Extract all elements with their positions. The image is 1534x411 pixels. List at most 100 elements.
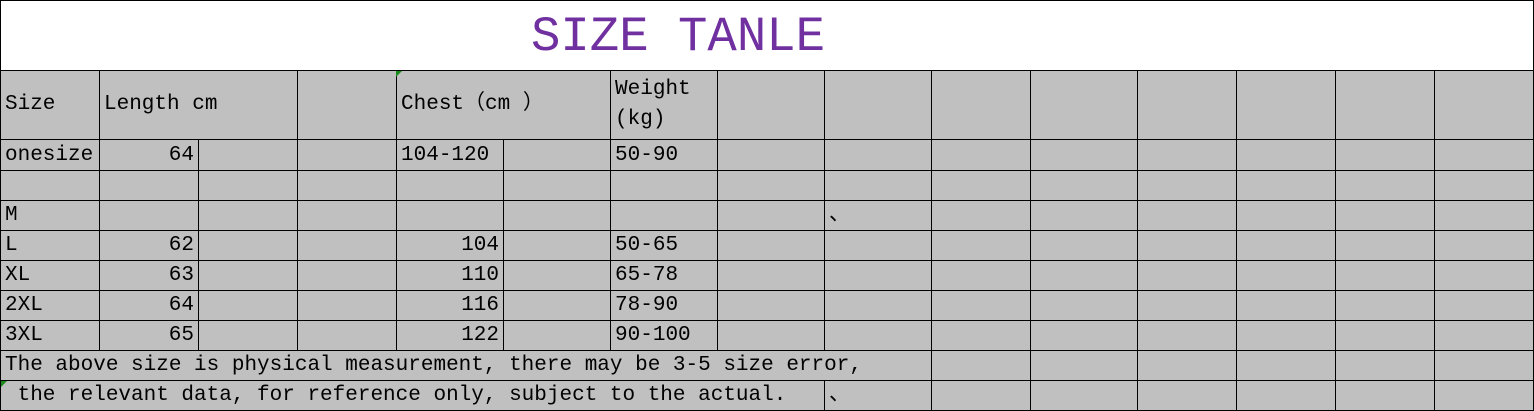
page-title: SIZE TANLE — [531, 9, 826, 65]
empty-cell — [931, 170, 1032, 201]
empty-cell — [1137, 170, 1238, 201]
empty-cell — [1434, 260, 1534, 291]
empty-cell — [1335, 380, 1436, 411]
length-cell: 64 — [99, 139, 199, 171]
empty-cell — [1434, 70, 1534, 140]
empty-cell — [1434, 290, 1534, 321]
extra-mark-cell: 、 — [824, 380, 933, 411]
empty-cell — [197, 139, 299, 171]
chest-cell — [396, 170, 505, 201]
empty-cell — [297, 260, 398, 291]
size-cell: 3XL — [0, 320, 100, 351]
size-cell: XL — [0, 260, 100, 291]
empty-cell — [1434, 170, 1534, 201]
header-row: Size Length cm Chest（cm ） Weight (kg) — [0, 70, 1534, 140]
empty-cell — [1335, 320, 1436, 351]
table-row: onesize 64 104-120 50-90 — [0, 139, 1534, 171]
empty-cell — [1137, 290, 1238, 321]
header-size: Size — [0, 70, 100, 140]
table-row: M、 — [0, 200, 1534, 231]
size-cell: M — [0, 200, 100, 231]
empty-cell — [931, 139, 1032, 171]
weight-cell — [610, 170, 719, 201]
empty-cell — [1030, 170, 1139, 201]
length-cell: 64 — [99, 290, 199, 321]
empty-cell — [717, 320, 826, 351]
empty-cell — [1335, 290, 1436, 321]
table-row: L 62 104 50-65 — [0, 230, 1534, 261]
empty-cell — [1236, 170, 1337, 201]
empty-cell — [503, 260, 612, 291]
empty-cell — [1030, 320, 1139, 351]
table-row — [0, 170, 1534, 201]
empty-cell — [297, 290, 398, 321]
chest-cell: 110 — [396, 260, 505, 291]
empty-cell — [1030, 380, 1139, 411]
empty-cell — [1137, 200, 1238, 231]
empty-cell — [1236, 320, 1337, 351]
empty-cell — [1335, 139, 1436, 171]
empty-cell — [1434, 200, 1534, 231]
empty-cell — [931, 230, 1032, 261]
size-table: Size Length cm Chest（cm ） Weight (kg) one… — [0, 70, 1534, 411]
empty-cell — [824, 290, 933, 321]
chest-cell — [396, 200, 505, 231]
header-weight: Weight (kg) — [610, 70, 719, 140]
empty-cell — [1030, 139, 1139, 171]
empty-cell — [717, 70, 826, 140]
extra-mark-cell: 、 — [824, 200, 933, 231]
empty-cell — [1137, 260, 1238, 291]
empty-cell — [1137, 320, 1238, 351]
empty-cell — [931, 320, 1032, 351]
empty-cell — [931, 260, 1032, 291]
empty-cell — [1335, 200, 1436, 231]
cell-comment-marker — [396, 71, 402, 77]
empty-cell — [931, 70, 1032, 140]
weight-cell: 90-100 — [610, 320, 719, 351]
empty-cell — [931, 350, 1032, 381]
empty-cell — [824, 139, 933, 171]
empty-cell — [1434, 350, 1534, 381]
empty-cell — [824, 260, 933, 291]
empty-cell — [197, 170, 299, 201]
size-cell — [0, 170, 100, 201]
empty-cell — [503, 200, 612, 231]
empty-cell — [1030, 200, 1139, 231]
empty-cell — [297, 139, 398, 171]
empty-cell — [824, 170, 933, 201]
note-row: The above size is physical measurement, … — [0, 350, 1534, 381]
empty-cell — [1434, 320, 1534, 351]
empty-cell — [1434, 380, 1534, 411]
table-row: 2XL 64 116 78-90 — [0, 290, 1534, 321]
empty-cell — [1236, 139, 1337, 171]
table-row: 3XL 65 122 90-100 — [0, 320, 1534, 351]
empty-cell — [1236, 290, 1337, 321]
empty-cell — [717, 200, 826, 231]
length-cell: 63 — [99, 260, 199, 291]
length-cell: 62 — [99, 230, 199, 261]
empty-cell — [824, 320, 933, 351]
chest-cell: 122 — [396, 320, 505, 351]
table-row: XL 63 110 65-78 — [0, 260, 1534, 291]
empty-cell — [297, 170, 398, 201]
empty-cell — [503, 290, 612, 321]
empty-cell — [1335, 70, 1436, 140]
empty-cell — [1236, 260, 1337, 291]
chest-cell: 104 — [396, 230, 505, 261]
empty-cell — [717, 260, 826, 291]
empty-cell — [1137, 230, 1238, 261]
empty-cell — [297, 200, 398, 231]
header-weight-line1: Weight — [615, 78, 691, 101]
empty-cell — [717, 230, 826, 261]
empty-cell — [1236, 230, 1337, 261]
weight-cell: 50-90 — [610, 139, 719, 171]
note-row: the relevant data, for reference only, s… — [0, 380, 1534, 411]
empty-cell — [1236, 350, 1337, 381]
empty-cell — [1335, 260, 1436, 291]
size-cell: onesize — [0, 139, 100, 171]
empty-cell — [1137, 70, 1238, 140]
size-cell: L — [0, 230, 100, 261]
empty-cell — [1335, 230, 1436, 261]
empty-cell — [197, 320, 299, 351]
empty-cell — [931, 380, 1032, 411]
